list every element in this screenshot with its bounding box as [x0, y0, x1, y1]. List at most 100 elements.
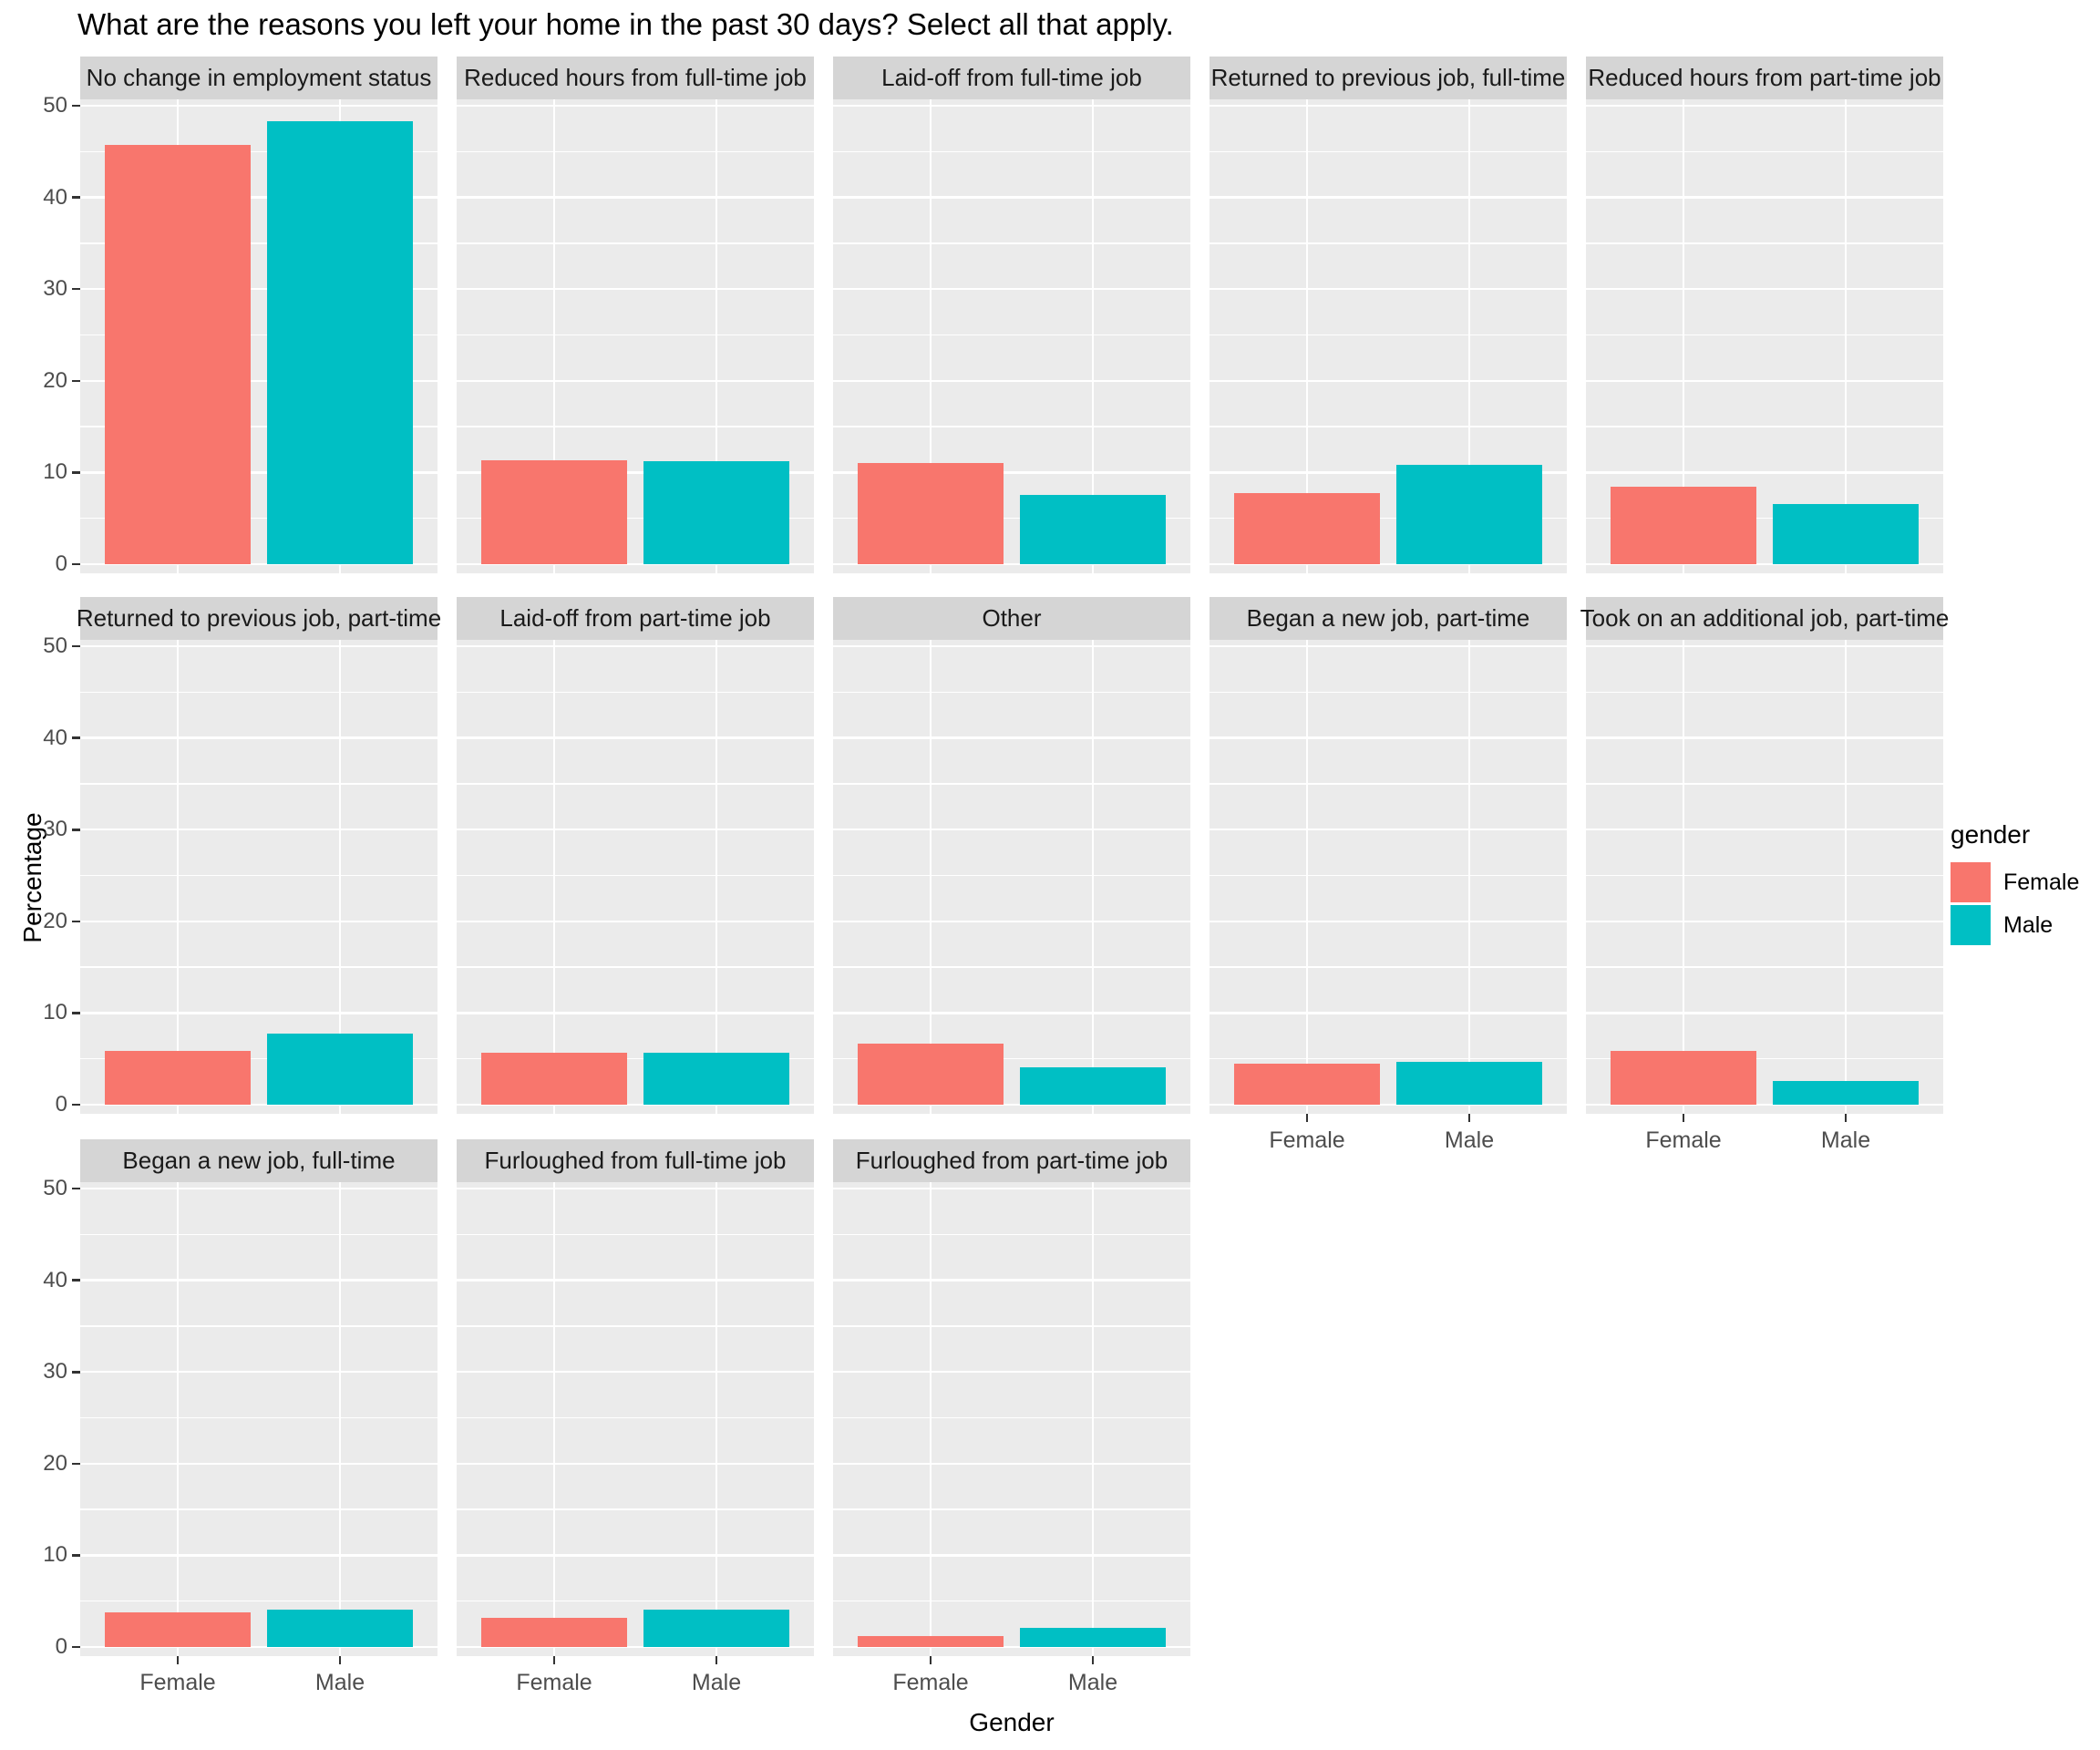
gridline-major — [833, 1279, 1190, 1282]
x-axis-title: Gender — [969, 1708, 1055, 1736]
facet-panel — [80, 640, 438, 1114]
legend-swatch — [1951, 862, 1991, 902]
gridline-major — [833, 1370, 1190, 1374]
facet-label: Furloughed from part-time job — [855, 1147, 1168, 1174]
y-tick-mark — [72, 1103, 80, 1107]
gridline-vertical — [1467, 640, 1471, 1114]
facet-strip: Returned to previous job, part-time — [77, 597, 441, 640]
bar-female — [858, 1635, 1004, 1647]
gridline-major — [80, 736, 438, 739]
y-tick-label: 50 — [43, 1176, 67, 1200]
gridline-major — [80, 562, 438, 566]
bar-male — [267, 121, 413, 564]
gridline-minor — [833, 242, 1190, 244]
gridline-vertical — [176, 640, 180, 1114]
gridline-minor — [833, 874, 1190, 877]
gridline-minor — [833, 1233, 1190, 1235]
y-tick-mark — [72, 287, 80, 291]
gridline-vertical — [1305, 640, 1309, 1114]
y-tick-label: 20 — [43, 367, 67, 393]
bar-female — [858, 463, 1004, 564]
gridline-major — [833, 1554, 1190, 1557]
gridline-major — [1586, 644, 1943, 648]
gridline-minor — [1210, 150, 1567, 152]
gridline-major — [1210, 920, 1567, 923]
y-tick-label: 10 — [43, 459, 67, 485]
gridline-minor — [80, 874, 438, 877]
facet-panel — [833, 99, 1190, 573]
gridline-major — [1586, 828, 1943, 831]
bar-male — [1396, 1061, 1542, 1105]
y-tick-mark — [72, 562, 80, 566]
gridline-minor — [457, 691, 814, 693]
x-tick-label: Male — [1067, 1670, 1118, 1695]
gridline-major — [833, 379, 1190, 383]
gridline-minor — [833, 426, 1190, 427]
facet-strip: Furloughed from full-time job — [457, 1139, 814, 1182]
legend-item: Female — [1951, 862, 2079, 902]
x-tick-label: Female — [1269, 1127, 1345, 1153]
y-tick-mark — [72, 920, 80, 922]
gridline-minor — [1586, 1058, 1943, 1060]
gridline-vertical — [715, 1182, 718, 1656]
gridline-major — [80, 379, 438, 383]
gridline-major — [1586, 736, 1943, 739]
x-tick-mark — [1467, 1114, 1471, 1122]
gridline-minor — [457, 874, 814, 877]
gridline-major — [80, 1279, 438, 1282]
facet-strip: Reduced hours from part-time job — [1586, 57, 1943, 99]
legend-swatch — [1951, 905, 1991, 945]
gridline-major — [1586, 104, 1943, 108]
gridline-minor — [833, 518, 1190, 520]
facet-label: Began a new job, full-time — [122, 1147, 396, 1174]
y-tick-label: 20 — [43, 1450, 67, 1476]
gridline-minor — [80, 150, 438, 152]
gridline-major — [833, 287, 1190, 291]
bar-female — [481, 460, 627, 564]
gridline-minor — [1586, 426, 1943, 427]
gridline-major — [457, 1554, 814, 1557]
gridline-major — [80, 1554, 438, 1557]
gridline-minor — [457, 1325, 814, 1327]
gridline-major — [457, 644, 814, 648]
gridline-major — [80, 104, 438, 108]
facet-strip: No change in employment status — [80, 57, 438, 99]
gridline-major — [457, 287, 814, 291]
gridline-major — [833, 1187, 1190, 1190]
gridline-minor — [1586, 242, 1943, 244]
y-tick-label: 40 — [43, 1267, 67, 1292]
y-tick-label: 0 — [55, 1092, 67, 1117]
gridline-major — [1586, 562, 1943, 566]
gridline-major — [457, 562, 814, 566]
gridline-major — [80, 1462, 438, 1466]
gridline-vertical — [338, 1182, 342, 1656]
y-tick-mark — [72, 829, 80, 831]
gridline-minor — [80, 1233, 438, 1235]
gridline-major — [1586, 1012, 1943, 1014]
facet-panel — [1586, 640, 1943, 1114]
gridline-minor — [80, 1508, 438, 1510]
gridline-minor — [1586, 150, 1943, 152]
facet-label: Laid-off from part-time job — [499, 604, 771, 632]
y-tick-mark — [72, 644, 80, 648]
facet-label: Took on an additional job, part-time — [1580, 604, 1950, 632]
gridline-minor — [1586, 518, 1943, 520]
gridline-major — [457, 1462, 814, 1466]
facet-panel — [457, 1182, 814, 1656]
x-tick-mark — [715, 1656, 718, 1664]
gridline-major — [833, 1462, 1190, 1466]
facet-label: Reduced hours from full-time job — [464, 64, 807, 91]
facet-strip: Laid-off from part-time job — [457, 597, 814, 640]
y-tick-mark — [72, 471, 80, 474]
bar-female — [105, 1611, 251, 1647]
y-tick-mark — [72, 1462, 80, 1465]
gridline-major — [1210, 287, 1567, 291]
y-tick-mark — [72, 379, 80, 382]
gridline-minor — [1210, 966, 1567, 968]
x-tick-mark — [1682, 1114, 1685, 1122]
gridline-major — [1210, 562, 1567, 566]
gridline-major — [833, 471, 1190, 474]
gridline-major — [80, 471, 438, 474]
x-tick-mark — [338, 1656, 342, 1664]
gridline-minor — [457, 783, 814, 785]
